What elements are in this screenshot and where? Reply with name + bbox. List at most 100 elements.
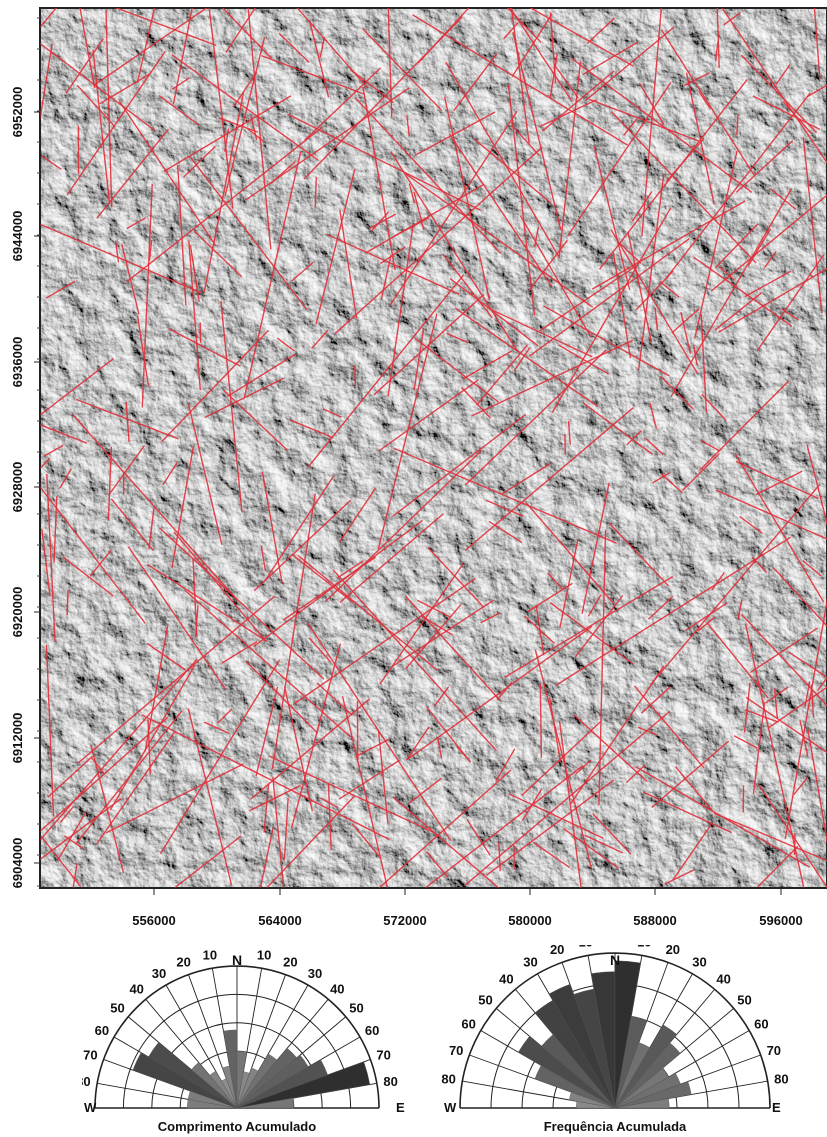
lineament bbox=[739, 515, 763, 534]
lineament bbox=[324, 450, 482, 603]
lineament bbox=[793, 777, 809, 796]
lineament bbox=[567, 420, 571, 445]
lineament bbox=[473, 138, 552, 204]
lineament bbox=[268, 755, 435, 834]
lineament bbox=[223, 389, 288, 451]
lineament bbox=[757, 845, 799, 888]
lineament bbox=[233, 71, 258, 107]
lineament bbox=[685, 602, 728, 631]
lineament bbox=[392, 796, 500, 888]
lineament bbox=[660, 29, 755, 176]
lineament bbox=[636, 766, 811, 868]
lineament bbox=[672, 824, 712, 881]
lineament bbox=[204, 721, 230, 734]
lineament bbox=[287, 113, 481, 211]
lineament bbox=[194, 605, 199, 638]
lineament bbox=[637, 726, 657, 736]
lineament bbox=[221, 8, 273, 59]
rose-petal bbox=[614, 1098, 670, 1109]
lineament bbox=[391, 600, 494, 668]
lineament bbox=[773, 688, 778, 719]
lineament bbox=[378, 379, 479, 452]
lineament bbox=[387, 223, 415, 397]
lineament bbox=[528, 238, 690, 357]
lineament bbox=[379, 563, 464, 685]
lineament bbox=[486, 499, 524, 517]
lineament bbox=[627, 231, 653, 343]
lineament bbox=[141, 714, 390, 841]
lineament bbox=[654, 307, 659, 331]
lineament bbox=[405, 604, 462, 670]
lineament bbox=[707, 623, 769, 699]
lineament bbox=[204, 377, 284, 419]
lineament bbox=[769, 187, 797, 210]
lineament bbox=[642, 791, 732, 834]
lineament bbox=[408, 777, 442, 804]
lineament bbox=[168, 327, 241, 367]
lineament bbox=[586, 17, 615, 45]
lineament bbox=[498, 842, 501, 872]
rose-angle-label: 30 bbox=[308, 966, 322, 981]
lineament bbox=[664, 869, 695, 885]
rose-angle-label: 40 bbox=[330, 982, 344, 997]
lineament bbox=[752, 95, 821, 131]
lineament bbox=[641, 8, 663, 237]
lineament bbox=[631, 191, 653, 222]
lineament bbox=[40, 835, 82, 888]
lineament bbox=[40, 423, 88, 444]
lineament bbox=[136, 8, 156, 84]
lineament bbox=[189, 156, 308, 311]
lineament bbox=[448, 133, 553, 287]
lineament bbox=[243, 151, 302, 398]
lineament bbox=[253, 499, 352, 592]
rose-petals bbox=[518, 960, 692, 1109]
rose-petal bbox=[518, 1035, 616, 1109]
lineament bbox=[290, 643, 342, 829]
lineament bbox=[341, 695, 389, 888]
lineament bbox=[784, 597, 827, 840]
lineament bbox=[283, 798, 289, 861]
lineament bbox=[326, 233, 460, 295]
lineament bbox=[255, 686, 279, 777]
x-tick-label: 572000 bbox=[383, 913, 426, 928]
lineament bbox=[509, 8, 573, 102]
rose-angle-label: 10 bbox=[578, 945, 592, 950]
lineament bbox=[592, 813, 632, 855]
lineament bbox=[114, 240, 120, 263]
y-tick-label: 6944000 bbox=[10, 211, 25, 262]
lineament bbox=[765, 686, 789, 704]
lineament bbox=[40, 458, 51, 470]
lineament bbox=[506, 8, 542, 43]
lineament bbox=[584, 834, 624, 854]
lineament bbox=[373, 293, 485, 396]
lineament bbox=[40, 223, 202, 294]
lineament-layer bbox=[40, 8, 827, 888]
lineament bbox=[433, 686, 450, 707]
lineament bbox=[488, 520, 523, 544]
lineament bbox=[322, 408, 342, 418]
lineament bbox=[424, 765, 584, 888]
rose-angle-label: 70 bbox=[449, 1043, 463, 1058]
lineament bbox=[476, 344, 528, 406]
lineament bbox=[570, 665, 665, 805]
rose-east-label: E bbox=[396, 1100, 405, 1115]
lineament bbox=[660, 375, 694, 410]
rose-west-label: W bbox=[444, 1100, 457, 1115]
rose-petals bbox=[132, 1029, 371, 1109]
lineament bbox=[96, 731, 176, 845]
lineament bbox=[40, 42, 157, 132]
lineament bbox=[59, 805, 75, 823]
lineament bbox=[62, 556, 114, 597]
lineament bbox=[417, 8, 470, 64]
lineament bbox=[548, 697, 562, 762]
lineament bbox=[188, 240, 201, 391]
rose-petal bbox=[132, 1052, 238, 1109]
x-tick-label: 596000 bbox=[759, 913, 802, 928]
lineament bbox=[65, 38, 104, 94]
lineament bbox=[393, 217, 430, 237]
lineament bbox=[389, 110, 518, 306]
lineament bbox=[354, 365, 357, 387]
lineament bbox=[291, 553, 354, 604]
lineament bbox=[758, 784, 827, 888]
